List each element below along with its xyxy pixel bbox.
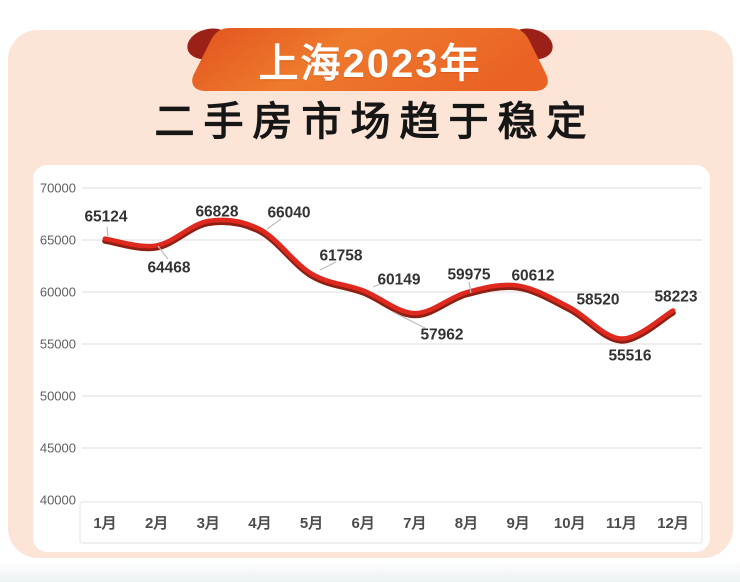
leader-line — [106, 226, 109, 237]
data-label: 64468 — [147, 260, 190, 277]
y-axis-labels: 70000 65000 60000 55000 50000 45000 40000 — [40, 181, 76, 508]
leader-line — [266, 218, 282, 230]
data-label: 65124 — [84, 209, 127, 226]
data-label: 66828 — [195, 204, 238, 221]
leader-line — [468, 281, 472, 294]
data-label: 59975 — [447, 267, 490, 284]
y-tick-label: 55000 — [40, 337, 76, 352]
x-tick-label: 5月 — [300, 515, 323, 532]
y-tick-label: 45000 — [40, 441, 76, 456]
x-tick-label: 1月 — [93, 515, 116, 532]
chart-panel: 70000 65000 60000 55000 50000 45000 40000 1月 2月 3… — [33, 165, 710, 552]
y-tick-label: 50000 — [40, 389, 76, 404]
data-label: 60149 — [377, 272, 420, 289]
ribbon-body — [192, 28, 548, 91]
x-tick-label: 6月 — [352, 515, 375, 532]
data-label: 61758 — [319, 248, 362, 265]
series-line — [102, 217, 676, 341]
data-labels: 65124 64468 66828 66040 61758 60149 57962 59975… — [84, 204, 697, 365]
label-leader-lines — [106, 218, 472, 329]
gridlines — [82, 187, 702, 449]
leader-line — [372, 281, 386, 288]
bottom-fade — [0, 560, 740, 582]
data-label: 60612 — [511, 268, 554, 285]
x-tick-label: 11月 — [606, 515, 637, 532]
x-tick-label: 12月 — [657, 515, 689, 532]
data-label: 55516 — [608, 348, 651, 365]
x-tick-label: 2月 — [145, 515, 168, 532]
x-tick-label: 7月 — [403, 515, 426, 532]
y-tick-label: 60000 — [40, 285, 76, 300]
ribbon-shape — [187, 28, 553, 91]
data-label: 58520 — [576, 292, 619, 309]
x-tick-label: 8月 — [455, 515, 478, 532]
data-label: 58223 — [654, 289, 697, 306]
x-axis-box — [79, 501, 703, 544]
ribbon-banner: 上海2023年 — [185, 18, 555, 96]
y-tick-label: 65000 — [40, 233, 76, 248]
x-axis-labels: 1月 2月 3月 4月 5月 6月 7月 8月 9月 10月 11月 12月 — [93, 515, 689, 532]
x-tick-label: 3月 — [197, 515, 220, 532]
y-tick-label: 70000 — [40, 181, 76, 196]
data-label: 66040 — [267, 205, 310, 222]
data-label: 57962 — [420, 327, 463, 344]
x-tick-label: 9月 — [506, 515, 529, 532]
leader-line — [392, 311, 426, 329]
leader-line — [157, 245, 169, 260]
x-tick-label: 10月 — [554, 515, 586, 532]
x-tick-label: 4月 — [248, 515, 271, 532]
infographic-card: 上海2023年 二手房市场趋于稳定 70000 65000 60000 55000 50… — [8, 28, 733, 558]
badge-label: 上海2023年 — [258, 41, 482, 86]
line-chart: 70000 65000 60000 55000 50000 45000 40000 1月 2月 3… — [40, 181, 703, 544]
page-title: 二手房市场趋于稳定 — [154, 100, 596, 144]
y-tick-label: 40000 — [40, 493, 76, 508]
leader-line — [319, 261, 337, 271]
